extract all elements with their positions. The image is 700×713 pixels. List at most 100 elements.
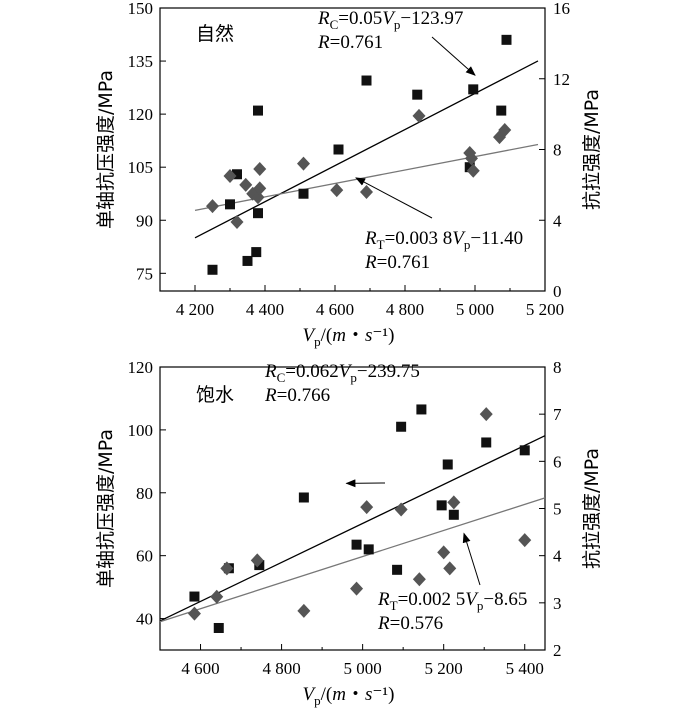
diamond-point [253, 181, 267, 196]
square-point [468, 84, 479, 95]
x-tick-label: 5 200 [425, 659, 463, 678]
diamond-point [394, 502, 408, 517]
diamond-point [297, 603, 311, 618]
diamond-point [447, 495, 461, 510]
y-left-tick-label: 120 [128, 358, 154, 377]
square-point [232, 169, 242, 180]
square-point [416, 404, 427, 415]
y-left-tick-label: 80 [136, 484, 153, 503]
y-right-axis-title: 抗拉强度/MPa [581, 89, 603, 210]
square-point [333, 144, 344, 155]
x-tick-label: 5 400 [506, 659, 544, 678]
square-point [392, 564, 403, 575]
square-point [189, 591, 200, 602]
equation-line-2: R=0.576 [377, 613, 443, 634]
diamond-point [250, 553, 264, 568]
square-point [448, 509, 459, 520]
diamond-point [297, 156, 310, 171]
equation-line-1: RC​=0.05Vp​−123.97 [317, 8, 463, 32]
diamond-point [253, 161, 267, 176]
fit-line-compressive [194, 60, 539, 239]
square-point [436, 500, 447, 511]
equation-arrow [431, 36, 476, 76]
diamond-point [330, 183, 344, 198]
diamond-point [223, 169, 237, 184]
chart-panel-2: 4 600 4 800 5 000 5 200 5 400 40 60 80 100 120 2 3 4… [95, 358, 603, 708]
y-right-tick-label: 12 [553, 70, 570, 89]
chart-panel-1: 4 200 4 400 4 600 4 800 5 000 5 2007590105120… [95, 0, 603, 349]
x-tick-label: 5 000 [344, 659, 382, 678]
y-right-tick-label: 3 [553, 594, 562, 613]
y-left-tick-label: 105 [128, 158, 154, 177]
x-tick-label: 5 200 [526, 300, 564, 319]
equation-arrow [355, 177, 433, 219]
y-right-tick-label: 0 [553, 282, 562, 301]
diamond-point [206, 199, 219, 214]
square-point [207, 264, 218, 275]
equation-line-2: R=0.761 [317, 32, 383, 53]
x-axis-title: Vp​/(m・s⁻¹) [303, 325, 395, 349]
y-left-tick-label: 150 [128, 0, 154, 18]
fit-line-compressive [159, 435, 546, 622]
diamond-point [220, 561, 234, 576]
square-point [351, 539, 362, 550]
y-left-tick-label: 135 [128, 52, 154, 71]
diamond-point [230, 215, 244, 230]
y-left-tick-label: 100 [128, 421, 154, 440]
fit-line-tensile [159, 497, 546, 623]
y-right-tick-label: 4 [553, 211, 562, 230]
diamond-point [518, 533, 532, 548]
x-tick-label: 4 400 [246, 300, 284, 319]
square-point [412, 89, 423, 100]
diamond-point [210, 589, 224, 604]
square-point [501, 34, 512, 45]
panel-label: 自然 [196, 23, 234, 45]
equation-line-2: R=0.761 [364, 252, 430, 273]
square-point [363, 544, 374, 555]
equation-line-1: RT​=0.002 5Vp​−8.65 [377, 589, 527, 613]
x-tick-label: 4 600 [181, 659, 219, 678]
y-right-tick-label: 8 [553, 358, 562, 377]
y-right-tick-label: 4 [553, 547, 562, 566]
y-left-tick-label: 40 [136, 610, 153, 629]
diamond-point [187, 606, 201, 621]
diamond-point [239, 177, 253, 192]
square-point [361, 75, 372, 86]
diamond-point [465, 151, 478, 166]
y-right-axis-title: 抗拉强度/MPa [581, 448, 603, 569]
equation-line-2: R=0.766 [264, 385, 330, 406]
y-right-tick-label: 6 [553, 452, 562, 471]
square-point [213, 622, 224, 633]
y-right-tick-label: 5 [553, 500, 562, 519]
square-point [442, 459, 453, 470]
diamond-point [479, 407, 493, 422]
equation-line-1: RC​=0.062Vp​−239.75 [264, 361, 420, 385]
square-point [298, 188, 309, 199]
y-left-tick-label: 120 [128, 105, 154, 124]
diamond-point [360, 500, 374, 515]
square-point [225, 199, 235, 210]
x-tick-label: 4 800 [262, 659, 300, 678]
diamond-point [412, 108, 426, 123]
square-point [251, 247, 262, 258]
square-point [519, 445, 530, 456]
x-tick-label: 5 000 [456, 300, 494, 319]
diamond-point [350, 581, 364, 596]
square-point [242, 255, 253, 266]
y-right-tick-label: 16 [553, 0, 570, 18]
equation-line-1: RT​=0.003 8Vp​−11.40 [364, 228, 523, 252]
diamond-point [360, 184, 373, 199]
square-point [496, 105, 507, 116]
y-left-tick-label: 90 [136, 211, 153, 230]
y-left-axis-title: 单轴抗压强度/MPa [95, 70, 117, 229]
panel-label: 饱水 [196, 384, 234, 406]
diamond-point [466, 163, 480, 178]
square-point [298, 492, 309, 503]
diamond-point [412, 572, 426, 587]
y-right-tick-label: 8 [553, 141, 562, 160]
diamond-point [443, 561, 457, 576]
square-point [396, 421, 407, 432]
square-point [253, 105, 263, 116]
diamond-point [437, 545, 451, 560]
